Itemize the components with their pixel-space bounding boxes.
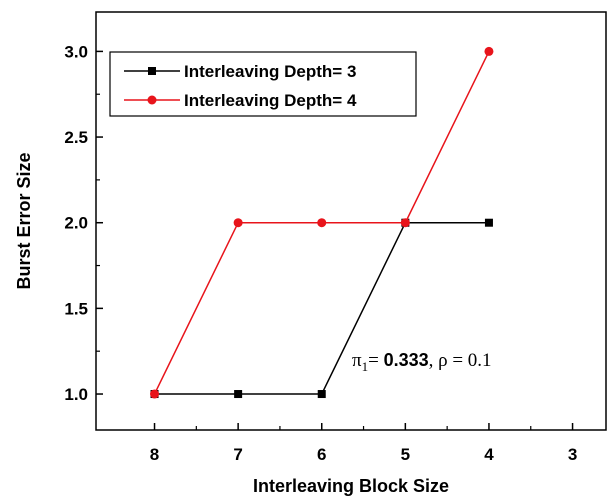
ticks-layer: 8 7 6 5 4 3 1.0 1.5 2.0 2.5 3.0 xyxy=(64,42,577,464)
annotation-subscript: 1 xyxy=(362,359,369,374)
annotation-pi-symbol: π xyxy=(352,350,362,371)
x-axis-title: Interleaving Block Size xyxy=(253,476,449,496)
legend-marker-series-1 xyxy=(148,67,156,75)
series-layer xyxy=(150,46,494,399)
legend-label-series-1: Interleaving Depth= 3 xyxy=(184,62,356,81)
series-2-point xyxy=(317,218,327,228)
annotation-equals: = xyxy=(368,350,383,371)
series-2-point xyxy=(233,218,243,228)
y-tick-label: 1.5 xyxy=(64,299,88,318)
series-1-point xyxy=(234,390,243,399)
x-tick-label: 8 xyxy=(150,445,159,464)
y-tick-label: 1.0 xyxy=(64,385,88,404)
legend: Interleaving Depth= 3 Interleaving Depth… xyxy=(109,51,417,117)
x-tick-label: 7 xyxy=(233,445,242,464)
series-2-point xyxy=(150,389,160,399)
series-1-point xyxy=(484,218,493,227)
x-tick-label: 5 xyxy=(401,445,410,464)
plot-frame xyxy=(95,11,607,431)
x-tick-label: 4 xyxy=(484,445,494,464)
annotation-pi-value: 0.333 xyxy=(384,350,429,370)
y-axis-title: Burst Error Size xyxy=(14,152,34,289)
legend-marker-series-2 xyxy=(147,95,157,105)
x-tick-label: 3 xyxy=(568,445,577,464)
legend-label-series-2: Interleaving Depth= 4 xyxy=(184,91,357,110)
series-2-point xyxy=(400,218,410,228)
series-2-point xyxy=(484,46,494,56)
series-1-point xyxy=(317,390,326,399)
annotation: π1= 0.333, ρ = 0.1 xyxy=(352,350,492,374)
annotation-separator: , xyxy=(429,350,439,371)
y-tick-label: 3.0 xyxy=(64,42,88,61)
annotation-rho: ρ = 0.1 xyxy=(438,350,491,371)
x-tick-label: 6 xyxy=(317,445,326,464)
y-tick-label: 2.5 xyxy=(64,128,88,147)
y-tick-label: 2.0 xyxy=(64,214,88,233)
legend-box xyxy=(109,51,417,117)
